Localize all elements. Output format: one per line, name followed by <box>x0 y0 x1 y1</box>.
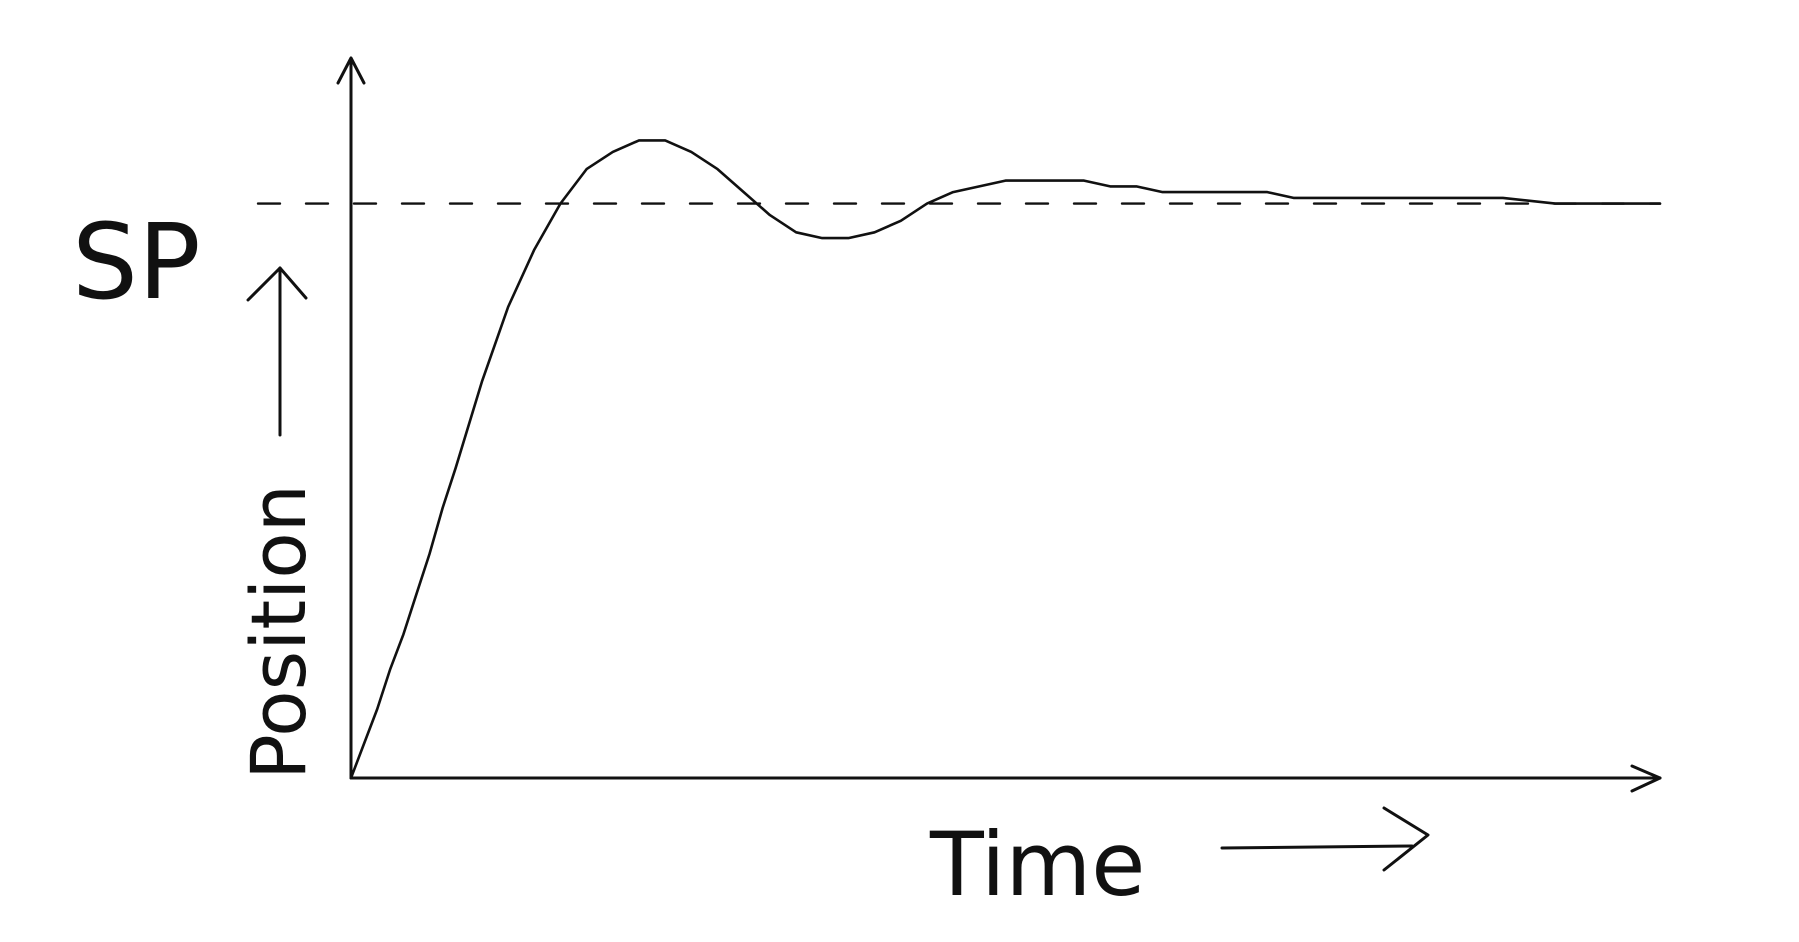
reference-line-label: SP <box>72 201 201 323</box>
series-line <box>349 139 1662 780</box>
y-axis-label-group: Position <box>234 484 323 780</box>
y-axis-label-arrowhead <box>246 266 308 302</box>
x-axis-label: Time <box>929 813 1145 916</box>
x-axis-arrowhead <box>1630 764 1662 793</box>
x-axis-label-arrowhead <box>1382 806 1430 872</box>
y-axis-arrowhead <box>336 56 366 85</box>
x-axis-label-arrow <box>1220 844 1414 850</box>
y-axis-label: Position <box>234 484 323 780</box>
